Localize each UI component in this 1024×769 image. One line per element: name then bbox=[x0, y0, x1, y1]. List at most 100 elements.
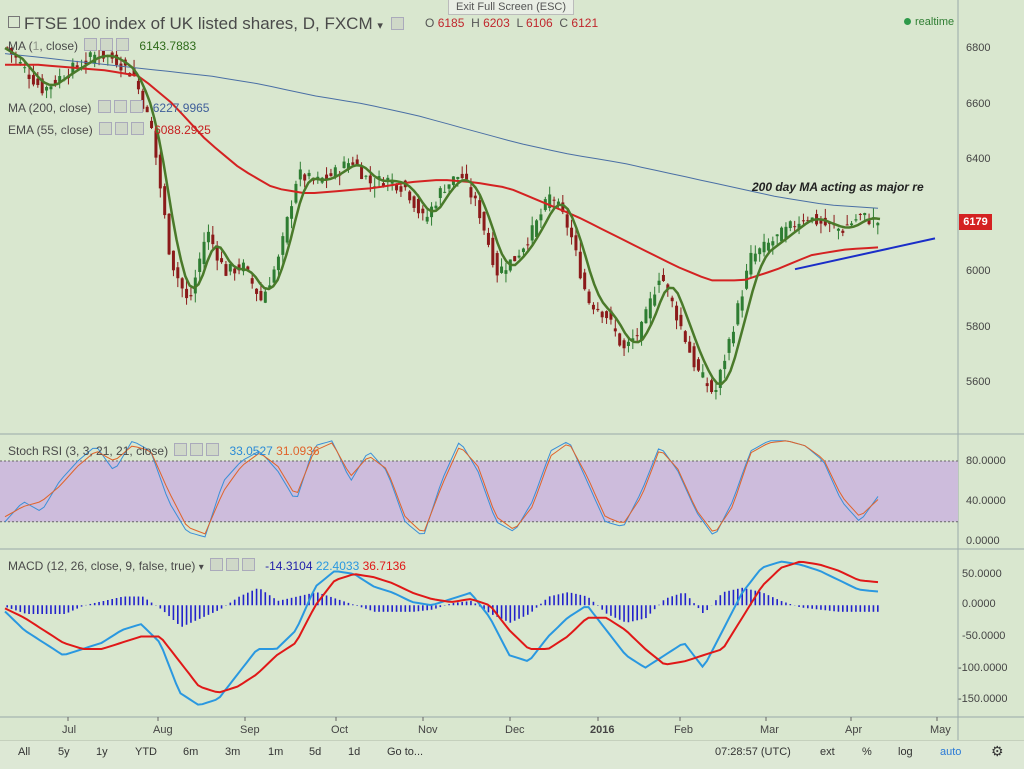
candle bbox=[31, 75, 35, 85]
macd-line bbox=[4, 560, 879, 706]
x-label: Apr bbox=[845, 724, 863, 736]
candle bbox=[58, 76, 62, 82]
candle bbox=[443, 191, 447, 193]
ma200-line bbox=[4, 53, 879, 209]
range-1y-button[interactable]: 1y bbox=[96, 746, 108, 758]
candle bbox=[600, 311, 604, 318]
candle bbox=[500, 266, 504, 273]
ext-toggle[interactable]: ext bbox=[820, 746, 835, 758]
candle bbox=[425, 216, 429, 222]
candle bbox=[578, 251, 582, 279]
log-toggle[interactable]: log bbox=[898, 746, 913, 758]
candle bbox=[793, 226, 797, 228]
candle bbox=[255, 288, 259, 294]
range-5d-button[interactable]: 5d bbox=[309, 746, 322, 758]
candle bbox=[307, 172, 311, 177]
candle bbox=[53, 79, 57, 85]
exit-fullscreen-button[interactable]: Exit Full Screen (ESC) bbox=[448, 0, 575, 15]
candle bbox=[797, 223, 801, 230]
candle bbox=[876, 222, 880, 226]
symbol-title[interactable]: FTSE 100 index of UK listed shares, D, F… bbox=[24, 14, 373, 33]
range-3m-button[interactable]: 3m bbox=[225, 746, 241, 758]
candle bbox=[618, 333, 622, 346]
candle bbox=[780, 227, 784, 242]
candle bbox=[268, 285, 272, 288]
candle bbox=[661, 274, 665, 282]
realtime-badge: realtime bbox=[904, 16, 954, 28]
candle bbox=[596, 308, 600, 311]
candle bbox=[416, 198, 420, 214]
range-ytd-button[interactable]: YTD bbox=[135, 746, 157, 758]
candle bbox=[115, 54, 119, 65]
candle bbox=[710, 380, 714, 393]
candle bbox=[246, 266, 250, 270]
candle bbox=[605, 311, 609, 319]
candle bbox=[583, 272, 587, 290]
legend-ma200[interactable]: MA (200, close) 6227.9965 bbox=[8, 100, 210, 115]
legend-ema55[interactable]: EMA (55, close) 6088.2925 bbox=[8, 122, 211, 137]
gear-icon[interactable]: ⚙ bbox=[991, 743, 1004, 759]
auto-toggle[interactable]: auto bbox=[940, 746, 962, 758]
eye-icon bbox=[210, 558, 224, 571]
chevron-down-icon[interactable]: ▾ bbox=[377, 20, 383, 32]
candle bbox=[727, 339, 731, 353]
candle bbox=[591, 304, 595, 310]
macd-tick: -50.0000 bbox=[962, 630, 1006, 642]
candle bbox=[185, 288, 189, 299]
candle bbox=[342, 161, 346, 169]
candle bbox=[556, 201, 560, 205]
candle bbox=[491, 237, 495, 266]
settings-icon[interactable] bbox=[390, 17, 404, 30]
ema55-line bbox=[5, 63, 879, 282]
candle bbox=[644, 309, 648, 324]
candle bbox=[368, 175, 372, 184]
chart-annotation[interactable]: 200 day MA acting as major re bbox=[752, 180, 924, 194]
candle bbox=[465, 173, 469, 180]
candle bbox=[377, 176, 381, 179]
candle bbox=[276, 256, 280, 271]
candle bbox=[771, 241, 775, 246]
settings-icon bbox=[113, 100, 127, 113]
range-all-button[interactable]: All bbox=[18, 746, 31, 758]
candle bbox=[75, 65, 79, 68]
settings-icon bbox=[100, 38, 114, 51]
candle bbox=[224, 264, 228, 276]
chart-canvas[interactable] bbox=[0, 0, 1024, 740]
candle bbox=[648, 298, 652, 319]
last-price-tag: 6179 bbox=[959, 214, 992, 230]
bottom-toolbar bbox=[0, 740, 1024, 769]
legend-macd[interactable]: MACD (12, 26, close, 9, false, true) ▾ -… bbox=[8, 558, 406, 573]
candle bbox=[609, 310, 613, 320]
legend-ma-short[interactable]: MA (1, close) 6143.7883 bbox=[8, 38, 197, 53]
candle bbox=[241, 262, 245, 272]
candle bbox=[36, 78, 40, 86]
candle bbox=[613, 328, 617, 332]
x-label: Aug bbox=[153, 724, 173, 736]
settings-icon bbox=[190, 443, 204, 456]
x-label: Oct bbox=[331, 724, 349, 736]
candle bbox=[635, 335, 639, 337]
legend-stoch-rsi[interactable]: Stoch RSI (3, 3, 21, 21, close) 33.0527 … bbox=[8, 443, 320, 458]
stoch-tick: 80.0000 bbox=[966, 455, 1006, 467]
candle bbox=[101, 48, 105, 59]
candle bbox=[543, 199, 547, 211]
candle bbox=[158, 154, 162, 189]
goto-button[interactable]: Go to... bbox=[387, 746, 424, 758]
candle bbox=[548, 194, 552, 208]
candle bbox=[456, 176, 460, 180]
range-1d-button[interactable]: 1d bbox=[348, 746, 361, 758]
candle bbox=[683, 331, 687, 342]
range-5y-button[interactable]: 5y bbox=[58, 746, 70, 758]
candle bbox=[696, 359, 700, 371]
candle bbox=[281, 236, 285, 255]
range-1m-button[interactable]: 1m bbox=[268, 746, 284, 758]
range-6m-button[interactable]: 6m bbox=[183, 746, 199, 758]
candle bbox=[360, 166, 364, 180]
percent-toggle[interactable]: % bbox=[862, 746, 872, 758]
x-label: 2016 bbox=[590, 724, 615, 736]
candle bbox=[836, 228, 840, 231]
x-label: Feb bbox=[674, 724, 693, 736]
candle bbox=[395, 184, 399, 191]
candle bbox=[740, 296, 744, 311]
candle bbox=[806, 220, 810, 222]
